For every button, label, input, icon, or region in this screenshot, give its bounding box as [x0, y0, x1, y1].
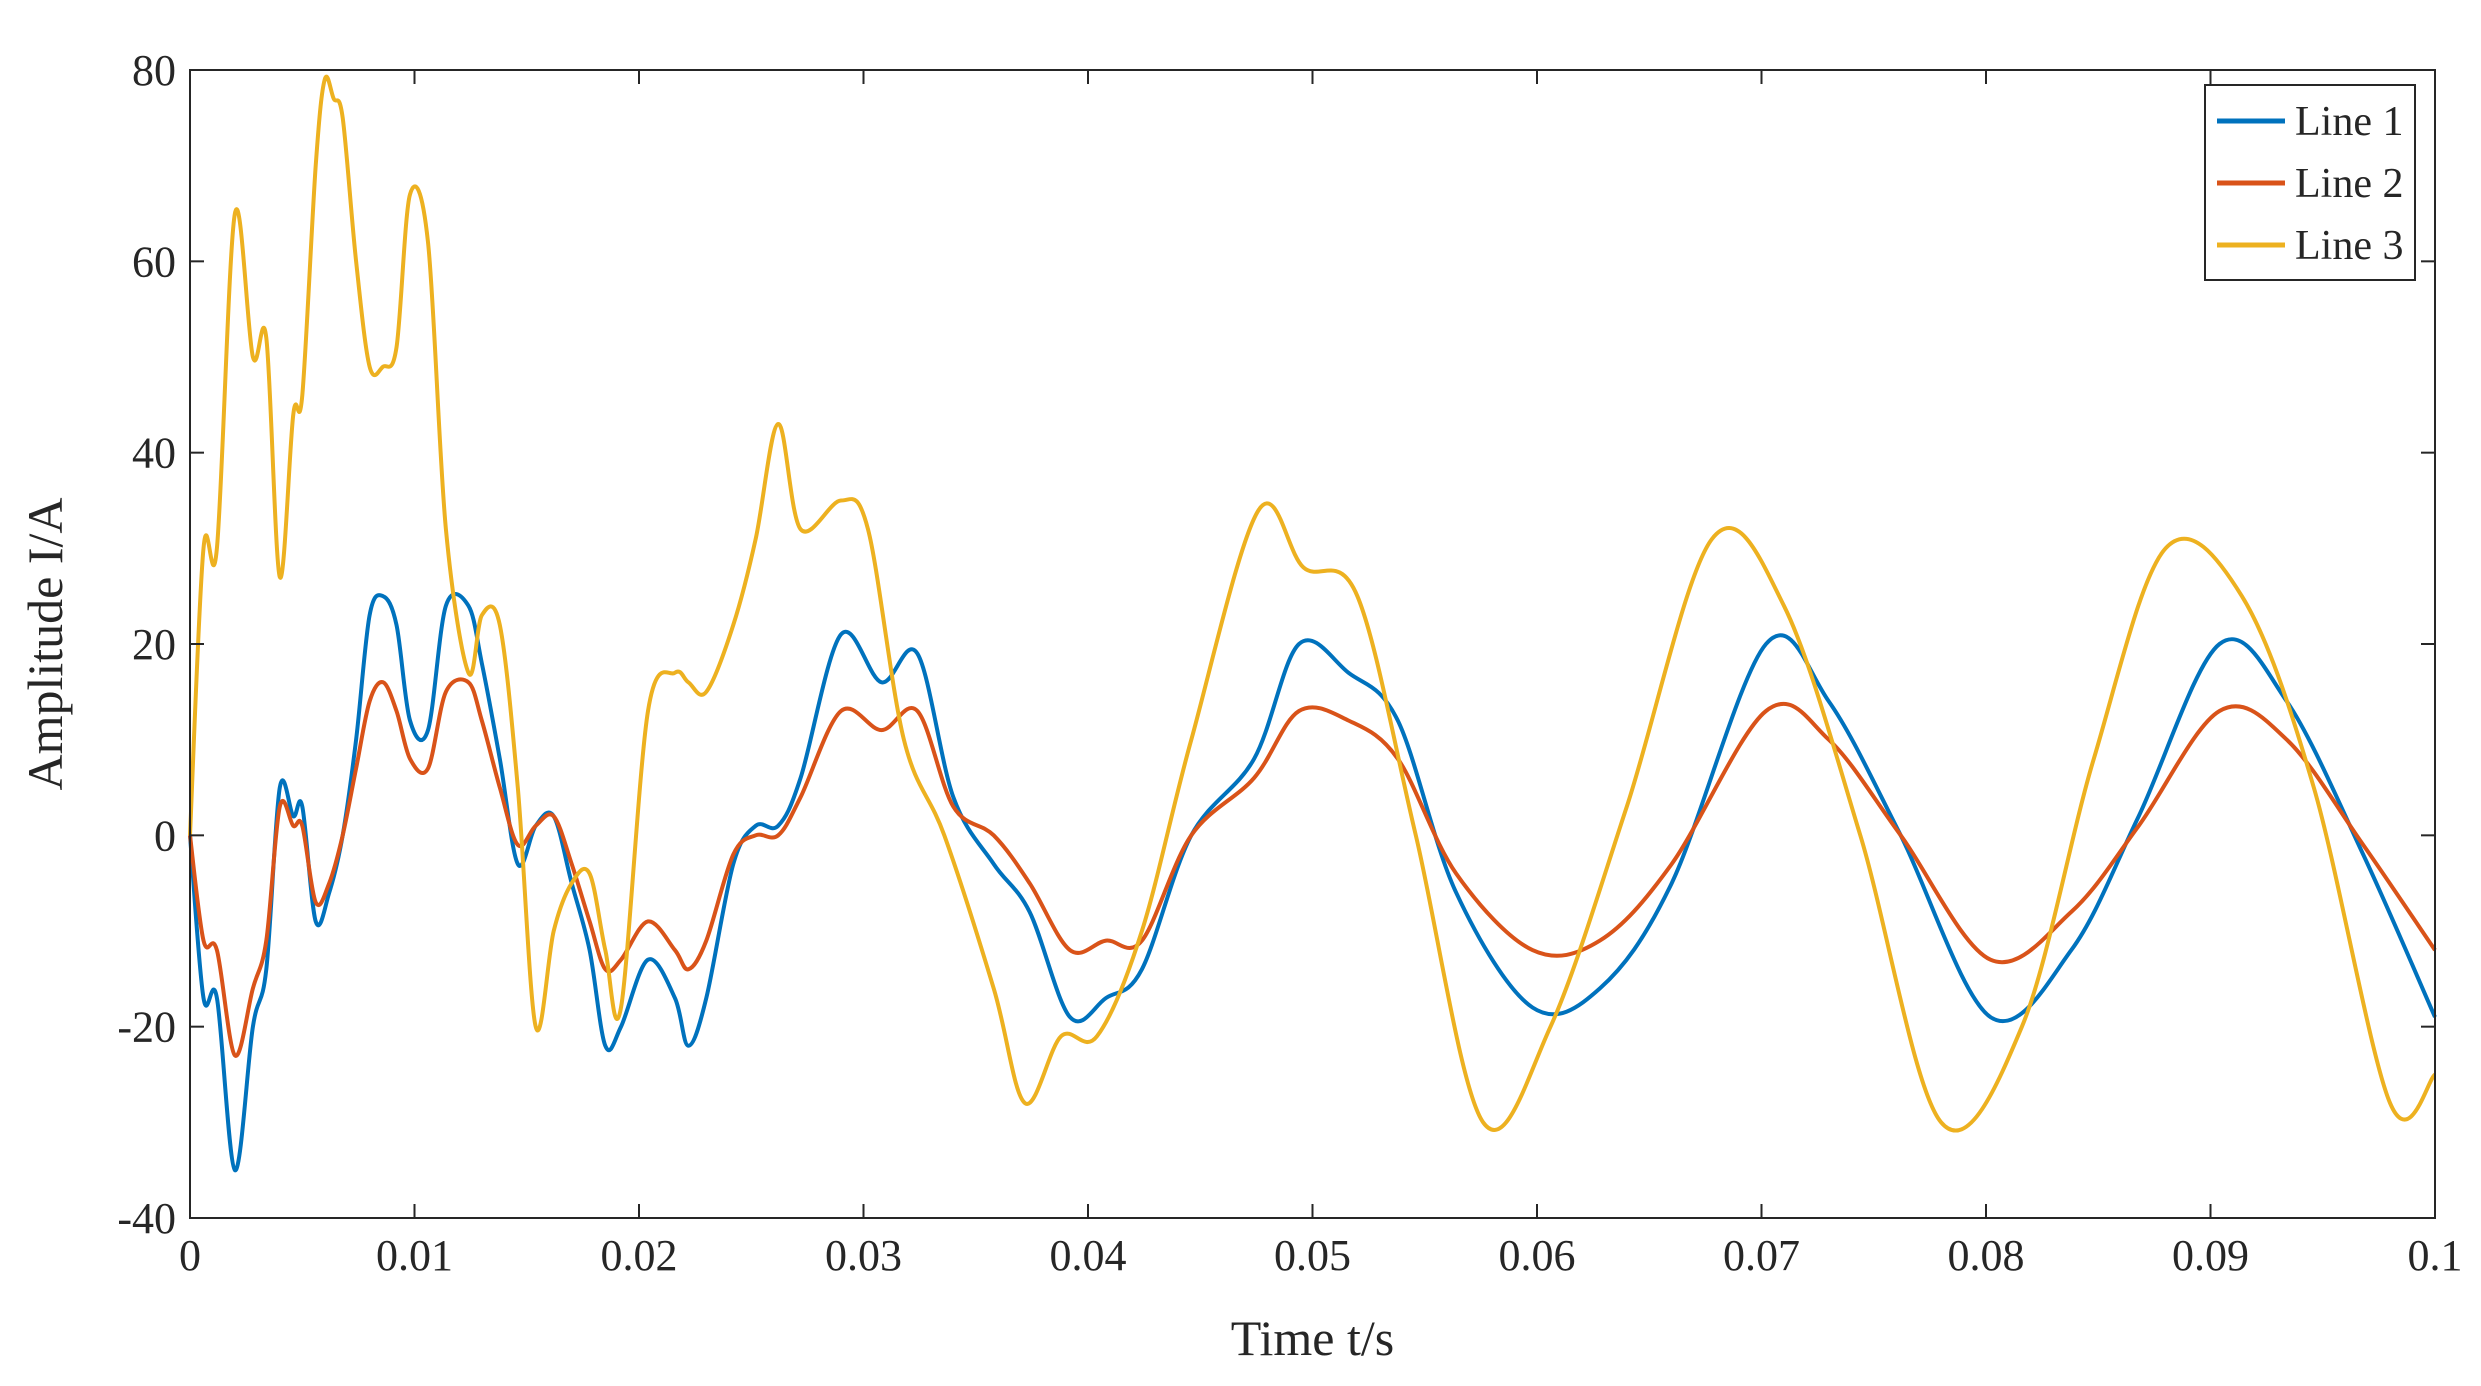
x-tick-label-0: 0	[179, 1231, 201, 1280]
x-tick-label-1: 0.01	[376, 1231, 453, 1280]
x-tick-label-10: 0.1	[2408, 1231, 2463, 1280]
series-line-2	[188, 677, 2437, 1058]
x-tick-label-8: 0.08	[1948, 1231, 2025, 1280]
legend-label-line-2: Line 2	[2295, 161, 2403, 207]
y-tick-label-2: 0	[154, 811, 176, 860]
y-tick-label-3: 20	[132, 620, 176, 669]
series-layer	[188, 74, 2437, 1173]
legend-label-line-3: Line 3	[2295, 223, 2403, 269]
x-tick-label-7: 0.07	[1723, 1231, 1800, 1280]
y-tick-label-0: -40	[117, 1194, 176, 1243]
x-tick-label-9: 0.09	[2172, 1231, 2249, 1280]
y-tick-label-5: 60	[132, 237, 176, 286]
y-tick-label-4: 40	[132, 429, 176, 478]
y-axis-label: Amplitude I/A	[17, 497, 73, 790]
y-tick-label-1: -20	[117, 1003, 176, 1052]
legend[interactable]: Line 1 Line 2 Line 3	[2204, 84, 2416, 281]
series-line-3	[188, 74, 2437, 1133]
x-tick-label-2: 0.02	[601, 1231, 678, 1280]
x-axis-label: Time t/s	[1231, 1310, 1395, 1366]
x-tick-label-4: 0.04	[1050, 1231, 1127, 1280]
series-line-1	[188, 592, 2437, 1173]
legend-label-line-1: Line 1	[2295, 99, 2403, 145]
x-tick-label-5: 0.05	[1274, 1231, 1351, 1280]
y-tick-label-6: 80	[132, 46, 176, 95]
x-tick-label-6: 0.06	[1499, 1231, 1576, 1280]
x-tick-label-3: 0.03	[825, 1231, 902, 1280]
axis-ticks: 0 0.01 0.02 0.03 0.04 0.05 0.06 0.07 0.08 0.09 0.1…	[117, 46, 2462, 1280]
